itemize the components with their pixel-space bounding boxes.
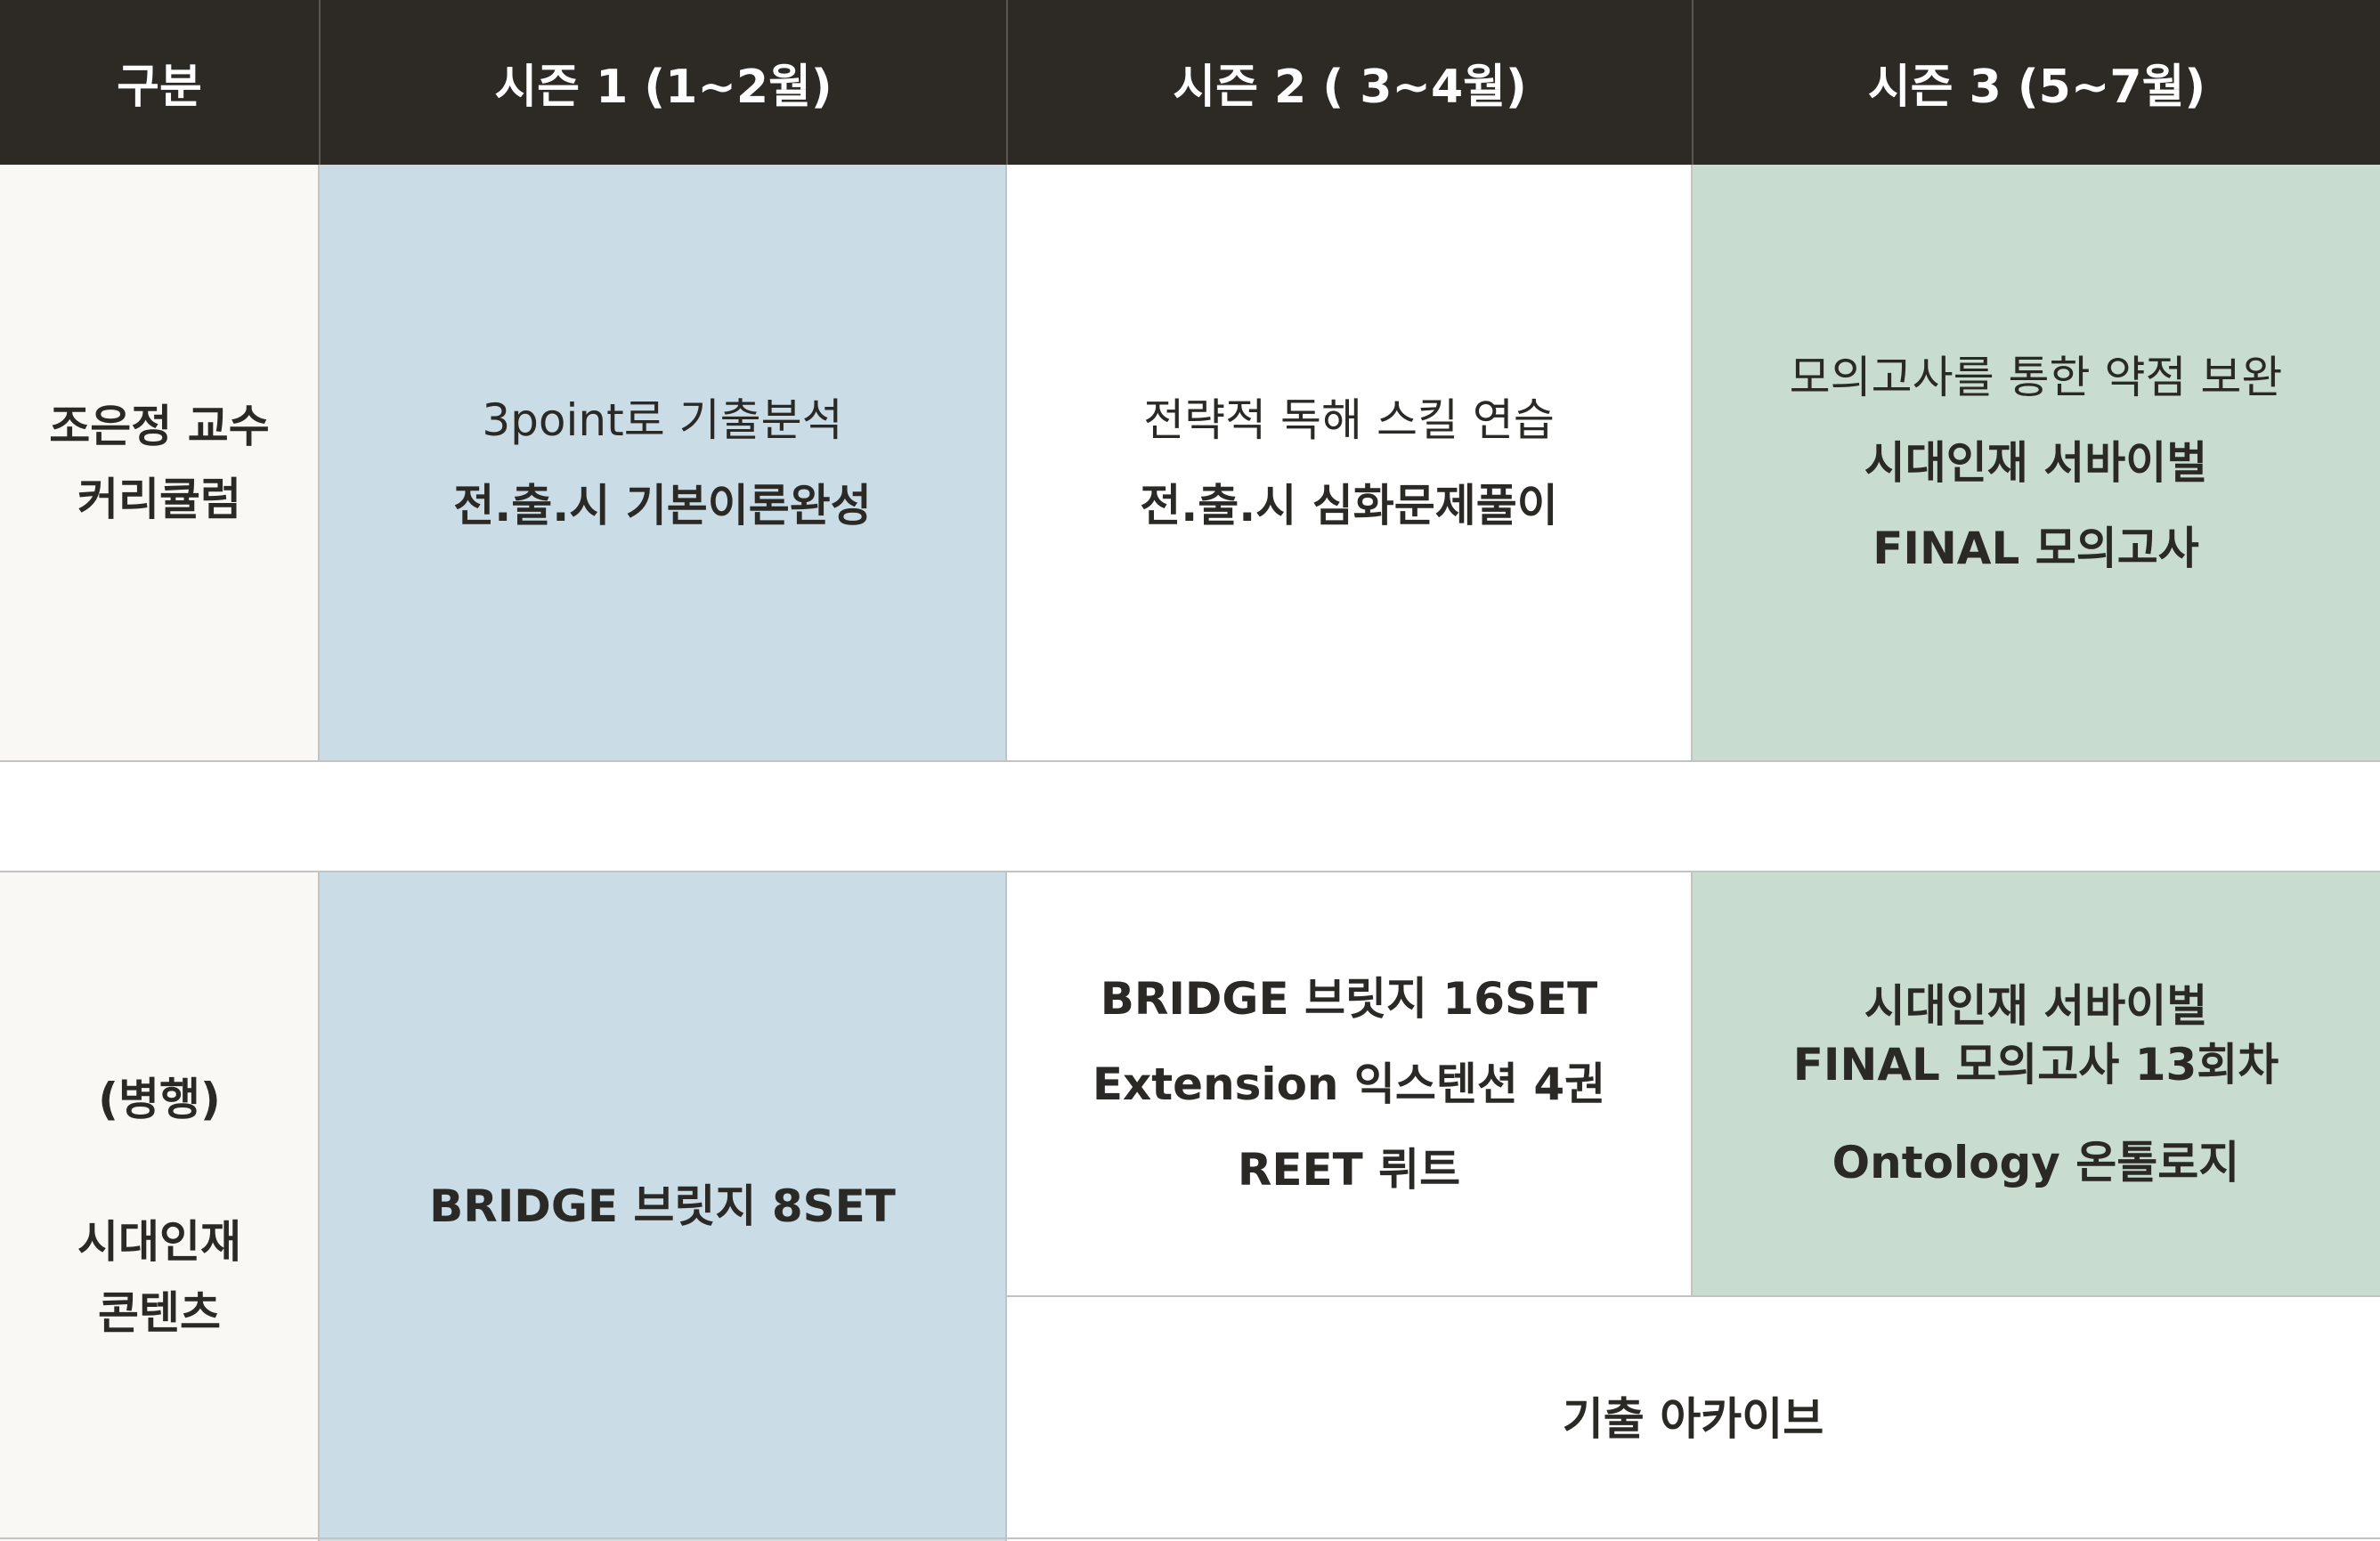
row1-season-3-line-1: 모의고사를 통한 약점 보완 xyxy=(1789,352,2283,403)
row2-archive-text: 기출 아카이브 xyxy=(1562,1392,1824,1445)
header-season-1-label: 시즌 1 (1~2월) xyxy=(494,61,833,114)
row2-label-line-3: 콘텐츠 xyxy=(98,1287,221,1339)
divider-col2-row1 xyxy=(1005,165,1007,761)
header-season-3-label: 시즌 3 (5~7월) xyxy=(1867,61,2206,114)
row1-season-1-line-2: 전.출.시 기본이론완성 xyxy=(453,480,872,531)
row1-season-3-line-3: FINAL 모의고사 xyxy=(1872,523,2199,574)
row1-label-cell: 조은정 교수 커리큘럼 xyxy=(0,165,319,761)
row1-season-2-line-1: 전략적 독해 스킬 연습 xyxy=(1143,394,1555,446)
header-season-1: 시즌 1 (1~2월) xyxy=(319,0,1006,165)
row1-label-line-1: 조은정 교수 xyxy=(49,401,270,452)
row2-season-2-cell: BRIDGE 브릿지 16SET Extension 익스텐션 4권 REET … xyxy=(1006,872,1692,1296)
row1-season-2-cell: 전략적 독해 스킬 연습 전.출.시 심화문제풀이 xyxy=(1006,165,1692,761)
row2-season-2-line-2: Extension 익스텐션 4권 xyxy=(1092,1058,1606,1110)
divider-row1-bottom xyxy=(0,760,2380,762)
row2-label-line-2: 시대인재 xyxy=(77,1216,241,1268)
row2-label-line-1: (병행) xyxy=(98,1074,221,1125)
header-gubun: 구분 xyxy=(0,0,319,165)
row2-season-3-line-2: FINAL 모의고사 13회차 xyxy=(1792,1038,2279,1091)
header-season-3: 시즌 3 (5~7월) xyxy=(1692,0,2380,165)
row2-season-2-line-1: BRIDGE 브릿지 16SET xyxy=(1100,972,1598,1025)
divider-row2-top xyxy=(0,871,2380,872)
row1-season-2-line-2: 전.출.시 심화문제풀이 xyxy=(1140,480,1558,531)
row2-archive-cell: 기출 아카이브 xyxy=(1006,1296,2380,1541)
divider-archive-top xyxy=(1006,1295,2380,1297)
row1-season-1-line-1: 3point로 기출분석 xyxy=(482,394,843,446)
row1-season-3-line-2: 시대인재 서바이벌 xyxy=(1864,437,2208,489)
divider-col1-row2 xyxy=(318,872,320,1541)
divider-col2-row2 xyxy=(1005,872,1007,1541)
header-season-2-label: 시즌 2 ( 3~4월) xyxy=(1173,61,1527,114)
row1-season-1-cell: 3point로 기출분석 전.출.시 기본이론완성 xyxy=(319,165,1006,761)
divider-col3-row1 xyxy=(1691,165,1693,761)
header-season-2: 시즌 2 ( 3~4월) xyxy=(1006,0,1692,165)
header-gubun-label: 구분 xyxy=(117,61,202,114)
divider-col3-row2 xyxy=(1691,872,1693,1296)
row2-season-3-cell: 시대인재 서바이벌 FINAL 모의고사 13회차 Ontology 온톨로지 xyxy=(1692,872,2380,1296)
row2-season-3-line-1: 시대인재 서바이벌 xyxy=(1864,979,2208,1032)
row2-season-1-text: BRIDGE 브릿지 8SET xyxy=(429,1180,896,1232)
row2-label-cell: (병행) 시대인재 콘텐츠 xyxy=(0,872,319,1541)
divider-col1-row1 xyxy=(318,165,320,761)
row2-season-3-line-3: Ontology 온톨로지 xyxy=(1832,1136,2240,1188)
row1-label-line-2: 커리큘럼 xyxy=(77,474,241,525)
divider-table-bottom xyxy=(0,1537,2380,1539)
row2-season-2-line-3: REET 뤼트 xyxy=(1237,1143,1461,1196)
row2-season-1-cell: BRIDGE 브릿지 8SET xyxy=(319,872,1006,1541)
row1-season-3-cell: 모의고사를 통한 약점 보완 시대인재 서바이벌 FINAL 모의고사 xyxy=(1692,165,2380,761)
